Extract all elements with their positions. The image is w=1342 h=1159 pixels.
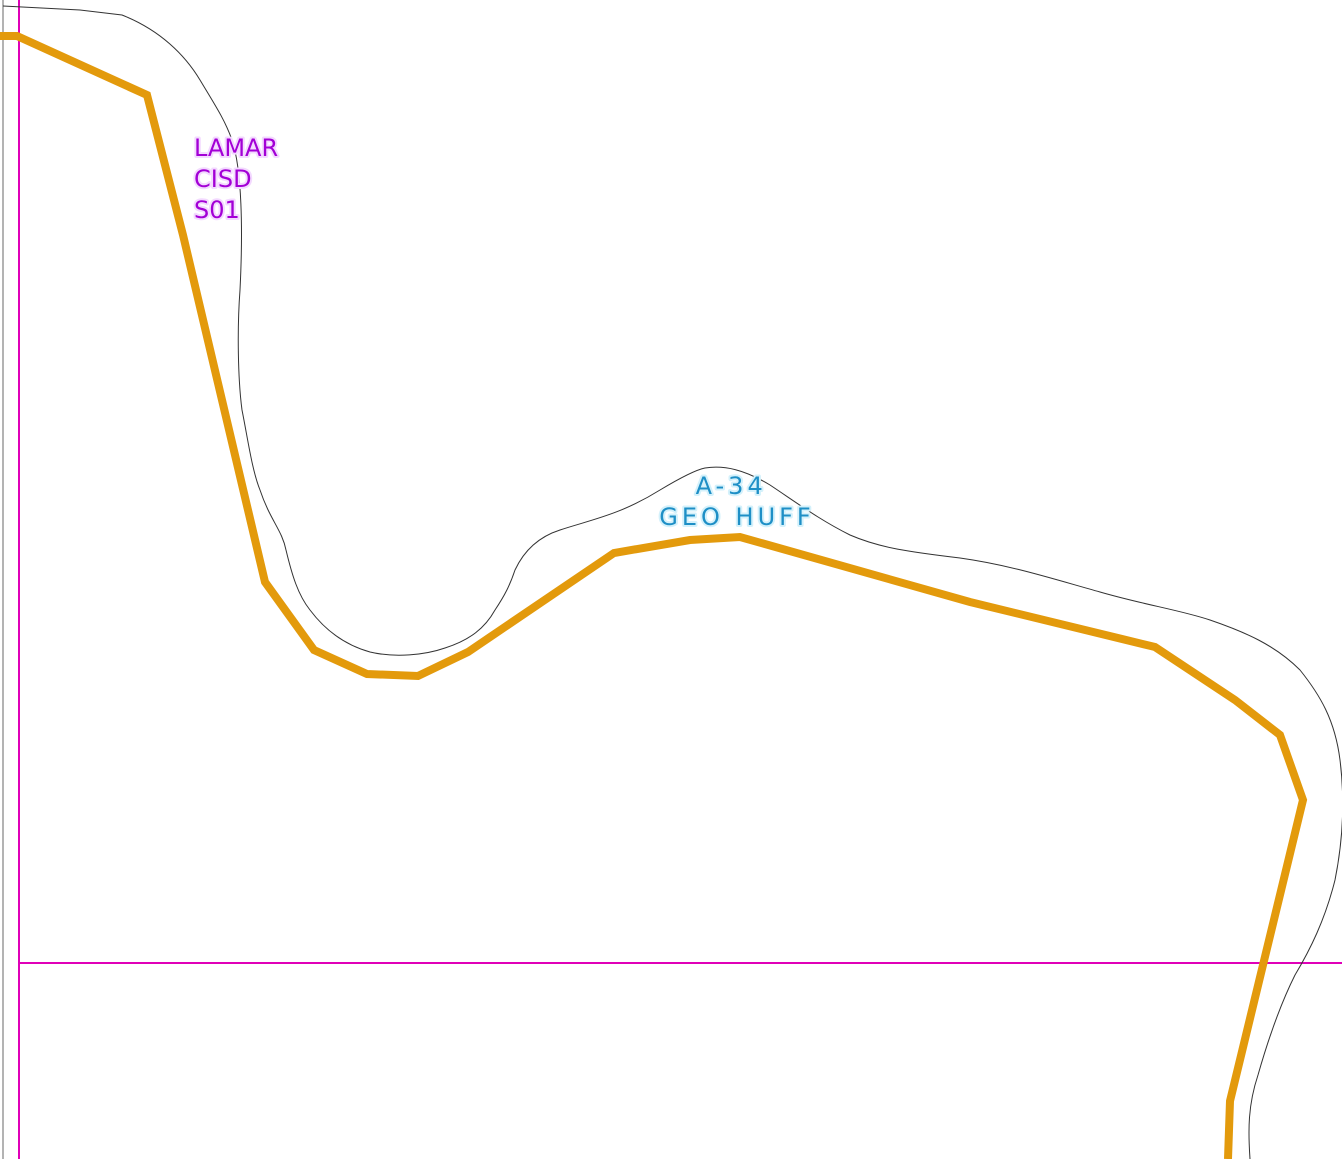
abstract-number: A-34 (696, 472, 767, 500)
district-label-line3: S01 (194, 196, 240, 224)
abstract-name: GEO HUFF (659, 503, 815, 531)
boundary-line (0, 32, 1308, 1159)
district-label-line1: LAMAR (194, 134, 278, 162)
creek-line (2, 5, 1342, 1159)
district-label-line2: CISD (194, 165, 252, 193)
abstract-label: A-34 GEO HUFF (659, 472, 815, 531)
district-label: LAMAR CISD S01 (194, 134, 286, 224)
